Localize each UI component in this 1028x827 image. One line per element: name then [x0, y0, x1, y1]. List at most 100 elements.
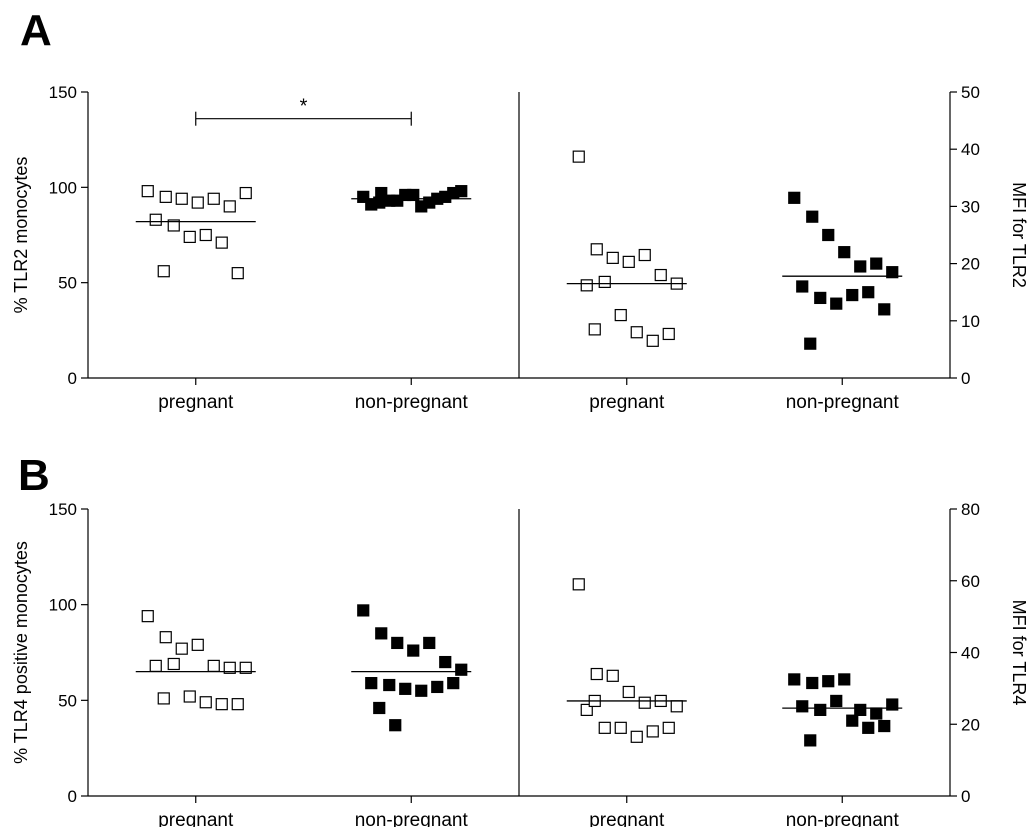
open-square-point — [598, 275, 611, 289]
open-square-point — [199, 696, 212, 709]
y-tick-label: 60 — [961, 572, 980, 591]
filled-square-point — [415, 684, 428, 697]
filled-square-point — [391, 636, 404, 650]
open-square-point — [588, 323, 601, 336]
filled-square-point — [373, 196, 386, 209]
y-tick-label: 40 — [961, 644, 980, 663]
category-label: pregnant — [158, 810, 234, 827]
y-axis-title: MFI for TLR4 — [1009, 600, 1028, 706]
y-tick-label: 50 — [961, 83, 980, 102]
filled-square-point — [878, 303, 891, 316]
open-square-point — [231, 698, 244, 711]
filled-square-point — [886, 698, 899, 711]
filled-square-point — [373, 701, 386, 715]
y-axis-title: MFI for TLR2 — [1009, 182, 1028, 288]
y-axis-title: % TLR4 positive monocytes — [11, 541, 31, 764]
y-tick-label: 0 — [961, 787, 970, 806]
filled-square-point — [399, 682, 412, 695]
filled-square-point — [838, 673, 851, 686]
y-tick-label: 0 — [961, 369, 970, 388]
open-square-point — [630, 326, 643, 339]
open-square-point — [207, 192, 220, 205]
open-square-point — [199, 228, 212, 242]
panel-letter-a: A — [20, 6, 52, 55]
filled-square-point — [788, 191, 801, 204]
filled-square-point — [870, 257, 883, 270]
open-square-point — [580, 703, 593, 717]
open-square-point — [167, 219, 180, 232]
filled-square-point — [357, 604, 370, 617]
y-axis-title: % TLR2 monocytes — [11, 157, 31, 314]
open-square-point — [223, 200, 236, 213]
category-label: pregnant — [589, 392, 665, 413]
open-square-point — [157, 265, 170, 278]
filled-square-point — [383, 678, 396, 692]
filled-square-point — [822, 228, 835, 242]
filled-square-point — [878, 719, 891, 733]
open-square-point — [141, 185, 154, 198]
filled-square-point — [862, 721, 875, 734]
open-square-point — [622, 255, 635, 268]
y-tick-label: 20 — [961, 715, 980, 734]
filled-square-point — [804, 337, 817, 350]
open-square-point — [215, 236, 228, 249]
open-square-point — [191, 638, 204, 651]
filled-square-point — [846, 288, 859, 302]
filled-square-point — [796, 280, 809, 293]
open-square-point — [191, 196, 204, 209]
open-square-point — [572, 578, 585, 591]
open-square-point — [662, 721, 675, 734]
open-square-point — [159, 190, 172, 203]
filled-square-point — [862, 286, 875, 299]
y-tick-label: 0 — [68, 369, 77, 388]
open-square-point — [598, 721, 611, 734]
filled-square-point — [788, 673, 801, 686]
filled-square-point — [870, 707, 883, 720]
filled-square-point — [886, 266, 899, 279]
open-square-point — [646, 725, 659, 738]
filled-square-point — [447, 677, 460, 690]
open-square-point — [231, 267, 244, 280]
filled-square-point — [407, 644, 420, 657]
open-square-point — [638, 696, 651, 709]
filled-square-point — [375, 627, 388, 640]
y-tick-label: 40 — [961, 140, 980, 159]
filled-square-point — [854, 260, 867, 273]
y-tick-label: 150 — [49, 500, 77, 519]
open-square-point — [167, 657, 180, 671]
open-square-point — [670, 700, 683, 713]
open-square-point — [590, 667, 603, 681]
open-square-point — [614, 721, 627, 734]
category-label: non-pregnant — [355, 810, 469, 827]
filled-square-point — [838, 246, 851, 259]
open-square-point — [614, 308, 627, 322]
category-label: non-pregnant — [786, 810, 900, 827]
y-tick-label: 20 — [961, 255, 980, 274]
y-tick-label: 30 — [961, 197, 980, 216]
open-square-point — [159, 631, 172, 644]
filled-square-point — [822, 675, 835, 688]
filled-square-point — [389, 719, 402, 732]
open-square-point — [654, 268, 667, 282]
open-square-point — [215, 698, 228, 711]
open-square-point — [207, 659, 220, 672]
open-square-point — [239, 186, 252, 200]
open-square-point — [223, 661, 236, 674]
category-label: pregnant — [158, 392, 234, 413]
y-tick-label: 0 — [68, 787, 77, 806]
open-square-point — [622, 685, 635, 699]
filled-square-point — [806, 210, 819, 223]
filled-square-point — [439, 655, 452, 669]
filled-square-point — [846, 714, 859, 727]
open-square-point — [572, 150, 585, 163]
y-tick-label: 100 — [49, 178, 77, 197]
category-label: non-pregnant — [355, 392, 469, 413]
filled-square-point — [814, 703, 827, 717]
filled-square-point — [415, 200, 428, 213]
filled-square-point — [830, 297, 843, 310]
y-tick-label: 150 — [49, 83, 77, 102]
open-square-point — [175, 642, 188, 655]
open-square-point — [239, 661, 252, 674]
open-square-point — [662, 327, 675, 341]
